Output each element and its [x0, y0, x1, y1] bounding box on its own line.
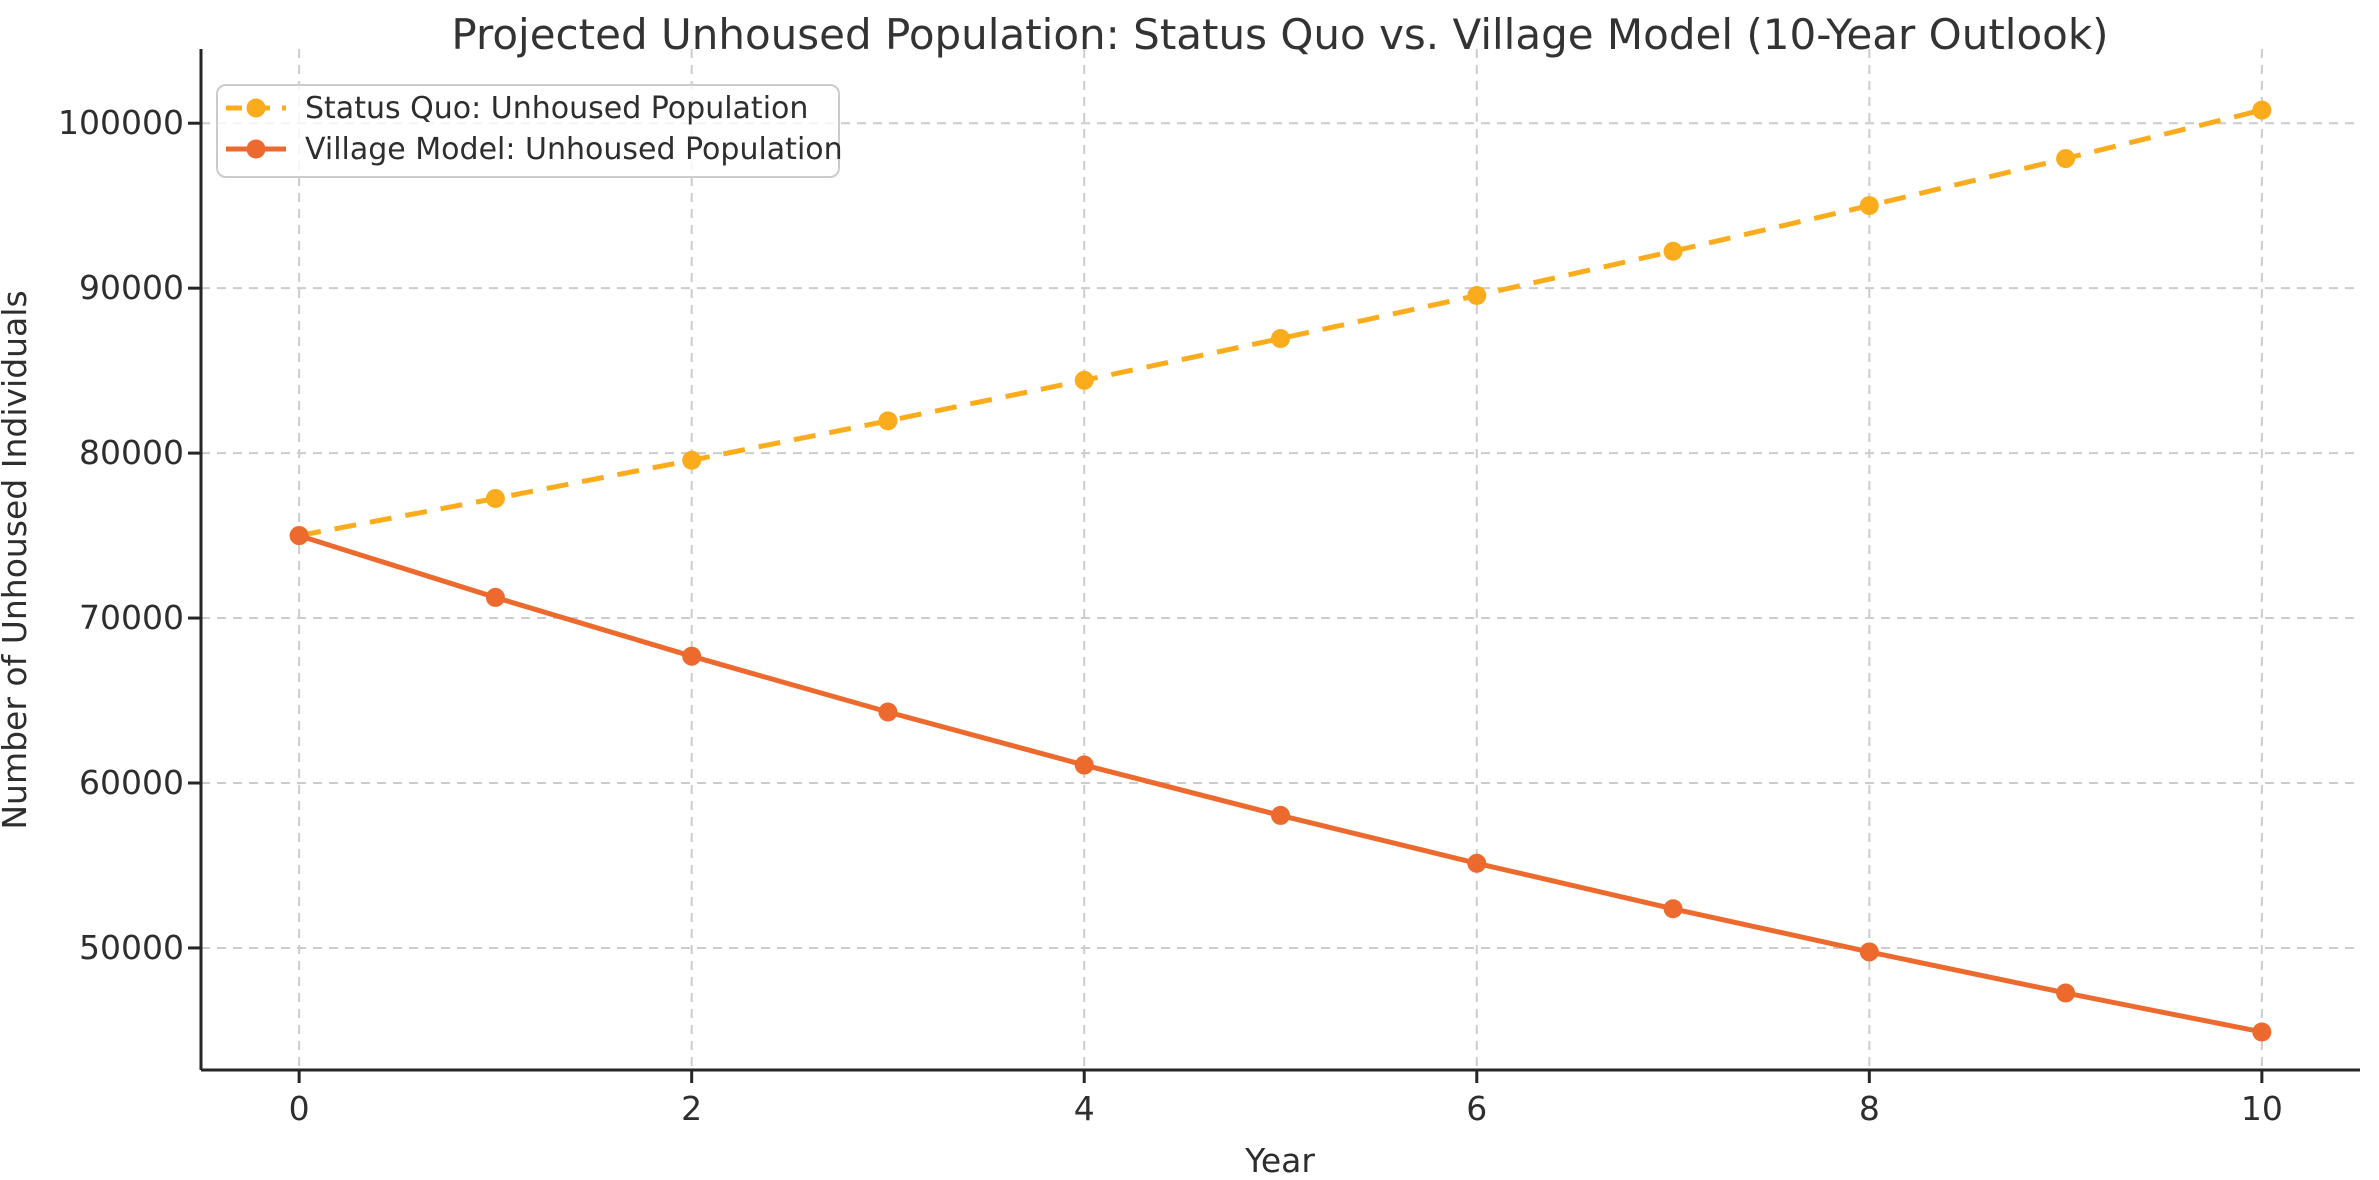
data-point-village-model [2252, 1022, 2272, 1042]
data-point-village-model [1467, 853, 1487, 873]
x-tick-label: 0 [289, 1089, 310, 1128]
y-tick-label: 80000 [79, 433, 184, 472]
data-point-status-quo [1074, 370, 1094, 390]
x-tick-label: 6 [1466, 1089, 1487, 1128]
data-point-village-model [1859, 942, 1879, 962]
data-point-village-model [485, 587, 505, 607]
y-tick-label: 100000 [58, 103, 184, 142]
data-point-village-model [1074, 755, 1094, 775]
series-line-status-quo [298, 107, 2263, 539]
y-tick-label: 90000 [79, 268, 184, 307]
data-point-status-quo [682, 450, 702, 470]
data-point-status-quo [485, 488, 505, 508]
legend-marker-status-quo [246, 98, 266, 118]
data-point-status-quo [1859, 196, 1879, 216]
legend-box [216, 84, 840, 178]
legend-label-status-quo: Status Quo: Unhoused Population [305, 91, 808, 126]
data-point-village-model [878, 702, 898, 722]
x-tick-label: 8 [1859, 1089, 1880, 1128]
plot-area: 0 2 4 6 8 10 50000 60000 70000 80000 90000 100000 St… [58, 49, 2360, 1128]
data-point-village-model [1271, 805, 1290, 825]
data-point-status-quo [878, 411, 898, 431]
legend-marker-village-model [246, 139, 266, 159]
x-tick-label: 4 [1074, 1089, 1095, 1128]
x-axis-label: Year [1244, 1141, 1315, 1180]
y-tick-label: 70000 [79, 598, 184, 637]
data-point-village-model [1663, 899, 1683, 919]
legend-label-village-model: Village Model: Unhoused Population [305, 132, 843, 167]
data-point-status-quo [2252, 100, 2272, 120]
data-point-village-model [682, 646, 702, 666]
data-point-status-quo [1663, 241, 1683, 261]
data-point-village-model [2056, 983, 2076, 1003]
chart-title: Projected Unhoused Population: Status Qu… [451, 10, 2108, 59]
data-point-village-model [289, 526, 309, 546]
y-tick-label: 50000 [79, 928, 184, 967]
data-point-status-quo [2056, 149, 2076, 169]
x-tick-label: 10 [2241, 1089, 2283, 1128]
y-tick-label: 60000 [79, 763, 184, 802]
x-tick-label: 2 [681, 1089, 702, 1128]
y-axis-label: Number of Unhoused Individuals [0, 290, 34, 829]
data-point-status-quo [1467, 286, 1487, 306]
data-point-status-quo [1271, 329, 1290, 349]
